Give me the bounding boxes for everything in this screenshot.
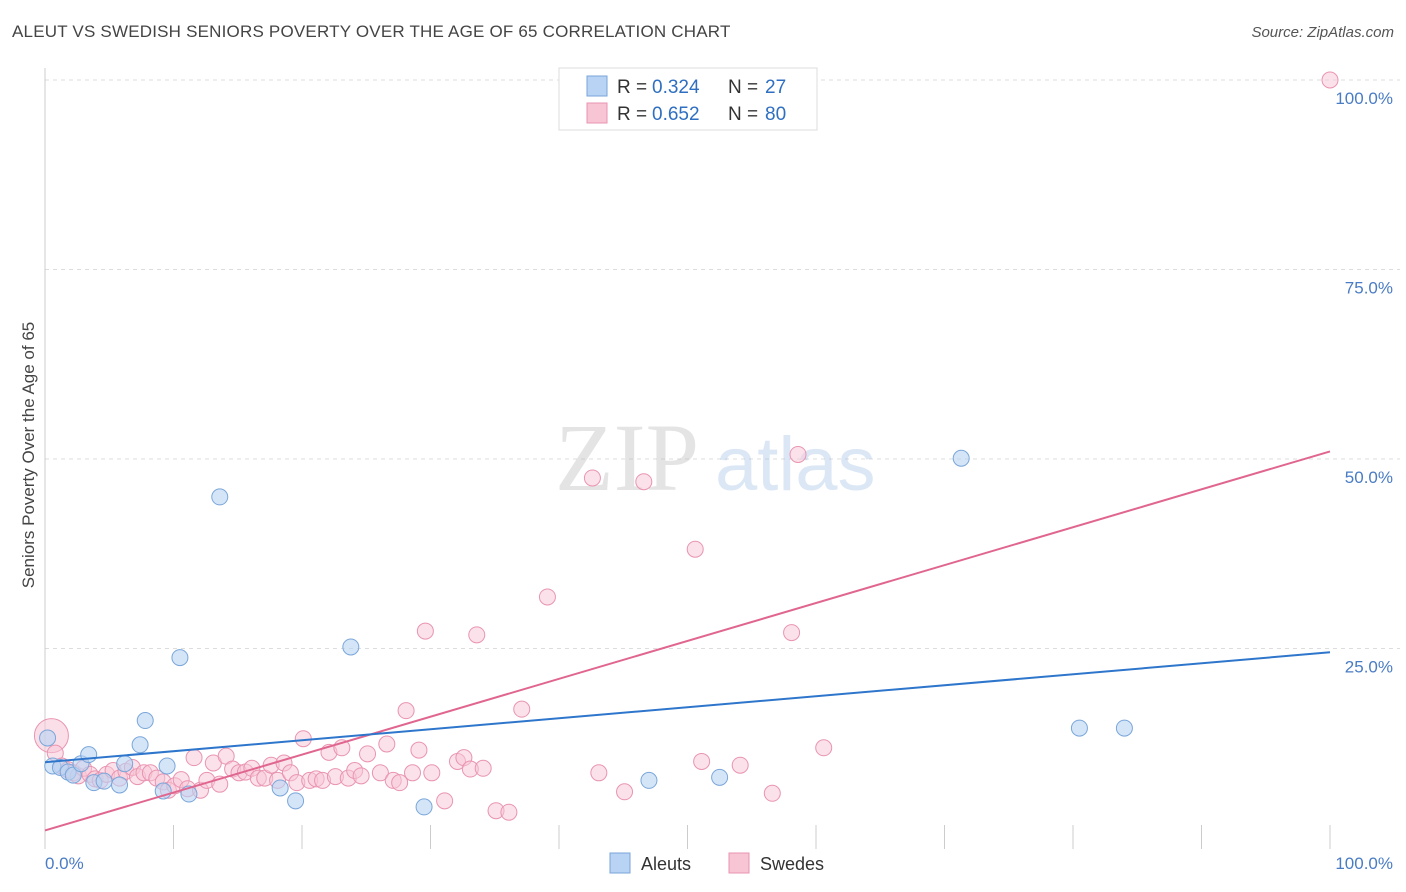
point-swedes <box>783 624 801 642</box>
point-swedes <box>500 803 518 821</box>
point-aleuts <box>287 792 305 810</box>
point-aleuts <box>952 449 970 467</box>
y-tick-label-3: 100.0% <box>1335 89 1393 108</box>
point-aleuts <box>640 771 658 789</box>
point-aleuts <box>1115 719 1133 737</box>
legend-swatch-aleuts <box>586 75 608 97</box>
trend-lines <box>44 450 1331 832</box>
bottom-legend-label-swedes: Swedes <box>760 854 824 874</box>
legend-r-value-aleuts: 0.324 <box>652 77 700 98</box>
point-swedes <box>410 741 428 759</box>
point-swedes <box>590 764 608 782</box>
trendline-swedes <box>44 450 1331 832</box>
point-aleuts <box>80 746 98 764</box>
point-swedes <box>352 767 370 785</box>
point-swedes <box>1321 71 1339 89</box>
chart-title: ALEUT VS SWEDISH SENIORS POVERTY OVER TH… <box>12 22 731 41</box>
legend-n-label-swedes: N = <box>728 104 758 125</box>
legend-n-label-aleuts: N = <box>728 77 758 98</box>
legend-r-label-aleuts: R = <box>617 77 647 98</box>
bottom-legend-swatch-aleuts <box>609 852 631 874</box>
bottom-legend: Aleuts Swedes <box>609 852 824 874</box>
point-aleuts <box>211 488 229 506</box>
point-aleuts <box>131 736 149 754</box>
point-aleuts <box>415 798 433 816</box>
point-aleuts <box>711 768 729 786</box>
point-aleuts <box>136 712 154 730</box>
legend-r-value-swedes: 0.652 <box>652 104 700 125</box>
point-swedes <box>815 739 833 757</box>
point-swedes <box>423 764 441 782</box>
legend-swatch-swedes <box>586 102 608 124</box>
point-swedes <box>635 473 653 491</box>
point-swedes <box>583 469 601 487</box>
trendline-aleuts <box>44 651 1331 764</box>
point-swedes <box>371 764 389 782</box>
point-swedes <box>513 700 531 718</box>
point-aleuts <box>342 638 360 656</box>
point-swedes <box>731 756 749 774</box>
legend-r-label-swedes: R = <box>617 104 647 125</box>
point-aleuts <box>116 755 134 773</box>
point-aleuts <box>158 757 176 775</box>
axes <box>44 68 1331 849</box>
point-swedes <box>474 759 492 777</box>
point-aleuts <box>171 649 189 667</box>
point-swedes <box>397 702 415 720</box>
point-aleuts <box>111 776 129 794</box>
point-swedes <box>378 735 396 753</box>
tick-labels: 25.0% 50.0% 75.0% 100.0% 0.0% 100.0% <box>45 89 1393 873</box>
point-swedes <box>404 764 422 782</box>
point-aleuts <box>271 779 289 797</box>
x-tick-label-1: 100.0% <box>1335 854 1393 873</box>
x-tick-label-0: 0.0% <box>45 854 84 873</box>
point-swedes <box>359 745 377 763</box>
point-swedes <box>789 445 807 463</box>
legend: R = 0.324 N = 27 R = 0.652 N = 80 <box>558 67 818 131</box>
y-tick-label-1: 50.0% <box>1345 468 1393 487</box>
legend-n-value-aleuts: 27 <box>765 77 786 98</box>
point-swedes <box>468 626 486 644</box>
point-aleuts <box>1070 719 1088 737</box>
bottom-legend-swatch-swedes <box>728 852 750 874</box>
watermark-atlas: atlas <box>715 422 876 507</box>
watermark: ZIP atlas <box>555 404 876 511</box>
y-tick-label-2: 75.0% <box>1345 279 1393 298</box>
point-swedes <box>416 622 434 640</box>
point-aleuts <box>95 772 113 790</box>
point-swedes <box>538 588 556 606</box>
point-swedes <box>436 792 454 810</box>
point-swedes <box>185 749 203 767</box>
point-swedes <box>686 540 704 558</box>
point-swedes <box>693 752 711 770</box>
y-tick-label-0: 25.0% <box>1345 658 1393 677</box>
legend-n-value-swedes: 80 <box>765 104 786 125</box>
point-aleuts <box>39 729 57 747</box>
watermark-zip: ZIP <box>555 404 699 511</box>
source-label: Source: ZipAtlas.com <box>1251 24 1394 41</box>
point-swedes <box>763 784 781 802</box>
point-swedes <box>391 774 409 792</box>
bottom-legend-label-aleuts: Aleuts <box>641 854 691 874</box>
point-swedes <box>616 783 634 801</box>
grid-lines <box>45 79 1400 649</box>
